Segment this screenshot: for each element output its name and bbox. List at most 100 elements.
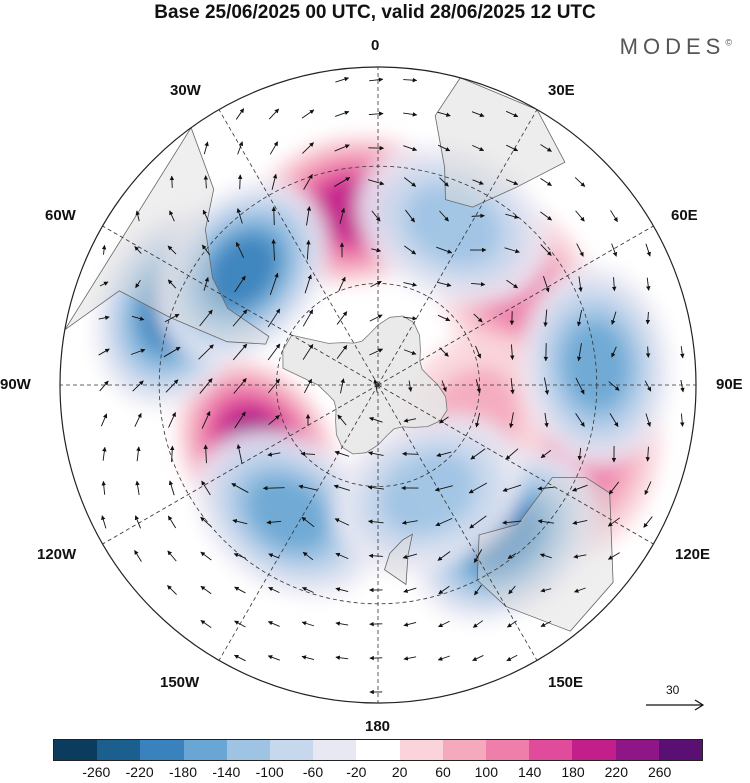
wind-arrow (98, 315, 110, 320)
wind-arrow (471, 111, 485, 117)
legend-tick-label: 60 (435, 764, 451, 780)
wind-arrow (335, 552, 349, 560)
wind-arrow (611, 277, 617, 292)
wind-arrow (233, 553, 247, 559)
meridian-line (102, 225, 379, 386)
wind-arrow (510, 344, 515, 360)
wind-arrow (234, 586, 246, 594)
wind-arrow (505, 179, 519, 185)
legend-swatch (97, 740, 141, 760)
meridian-line (377, 384, 654, 545)
wind-arrow (403, 282, 417, 287)
wind-arrow (334, 110, 350, 117)
wind-arrow (198, 344, 214, 360)
wind-arrow (233, 378, 247, 394)
wind-arrow (608, 481, 620, 495)
wind-arrow (340, 378, 345, 394)
wind-arrow (268, 378, 280, 394)
wind-arrow (269, 272, 279, 295)
wind-arrow (136, 446, 141, 462)
wind-arrow (404, 245, 417, 255)
lon-label-180: 180 (365, 718, 391, 735)
wind-arrow (168, 480, 175, 496)
wind-arrow (475, 412, 481, 428)
wind-arrow (100, 413, 108, 427)
wind-arrow (543, 275, 550, 293)
wind-arrow (371, 248, 382, 253)
wind-arrow (402, 553, 418, 560)
wind-arrow (643, 516, 653, 528)
wind-arrow (368, 519, 384, 524)
wind-arrow (644, 380, 652, 392)
wind-arrow (234, 411, 246, 429)
wind-arrow (336, 345, 348, 359)
wind-arrow (474, 584, 482, 596)
wind-arrow (235, 108, 245, 120)
wind-arrow (333, 177, 351, 187)
meridian-line (377, 109, 538, 386)
wind-arrow (130, 348, 146, 355)
brand-logo: MODES© (620, 34, 732, 60)
map-title: Base 25/06/2025 00 UTC, valid 28/06/2025… (154, 2, 596, 23)
legend-swatch (270, 740, 314, 760)
legend-tick-label: 20 (391, 764, 408, 780)
wind-arrow (575, 413, 585, 427)
lon-label-60e: 60E (671, 207, 698, 224)
wind-arrow (101, 480, 106, 495)
wind-arrow (268, 553, 280, 559)
wind-arrow (680, 346, 685, 359)
wind-arrow (335, 621, 349, 626)
wind-arrow (475, 379, 481, 394)
wind-arrow (472, 179, 484, 185)
wind-arrow (306, 239, 311, 260)
legend-tick-label: -60 (302, 764, 324, 780)
lon-label-30w: 30W (170, 82, 201, 99)
wind-arrow (646, 277, 651, 291)
wind-arrow (437, 551, 451, 561)
wind-arrow (439, 210, 449, 222)
legend-ticks: -260 -220 -180 -140 -100 -60 -20 20 60 100 140 180 2… (53, 764, 703, 782)
wind-arrow (506, 279, 519, 289)
legend-swatch (615, 740, 659, 760)
wind-arrow (437, 655, 450, 661)
reference-vector-label: 30 (666, 683, 680, 697)
wind-arrow (301, 109, 315, 119)
lon-label-150w: 150W (160, 674, 200, 691)
wind-arrow (237, 174, 243, 190)
wind-arrow (505, 110, 519, 118)
wind-arrow (302, 551, 314, 561)
legend-tick-label: -260 (82, 764, 111, 780)
wind-arrow (509, 412, 514, 429)
legend-tick-label: -100 (255, 764, 284, 780)
wind-arrow (473, 313, 483, 323)
wind-arrow (543, 309, 548, 327)
legend-swatch (399, 740, 443, 760)
wind-arrow (298, 484, 318, 491)
wind-arrow (167, 550, 177, 562)
wind-arrow (403, 316, 418, 321)
wind-arrow (163, 346, 181, 358)
wind-arrow (540, 244, 552, 256)
wind-arrow (101, 515, 107, 529)
wind-arrow (537, 519, 554, 524)
wind-arrow (471, 213, 485, 219)
wind-arrow (403, 349, 417, 355)
brand-name: MODES (619, 34, 726, 59)
wind-arrow (645, 346, 651, 358)
wind-arrow (576, 309, 583, 327)
lon-label-120e: 120E (675, 546, 711, 563)
wind-arrow (267, 655, 280, 661)
wind-arrow (403, 656, 417, 661)
wind-arrow (335, 76, 350, 83)
wind-arrow (436, 246, 453, 254)
meridian-line (377, 384, 538, 661)
wind-arrow (505, 448, 519, 460)
wind-arrow (403, 587, 417, 593)
south-america-land (64, 126, 270, 345)
wind-arrow (232, 309, 248, 327)
wind-arrow (167, 279, 177, 289)
wind-arrow (368, 553, 383, 559)
anomaly-contour (207, 234, 278, 309)
wind-arrow (236, 208, 243, 224)
